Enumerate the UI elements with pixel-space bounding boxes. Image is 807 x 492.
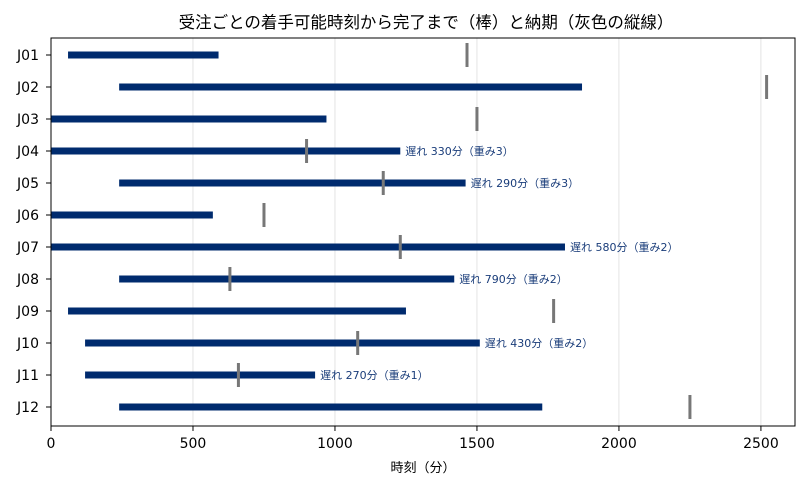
- late-annotation: 遅れ 790分（重み2）: [459, 272, 568, 286]
- y-tick-label: J06: [16, 208, 39, 224]
- x-tick-label: 2500: [743, 436, 779, 452]
- y-tick-label: J02: [16, 80, 39, 96]
- y-tick-label: J05: [16, 176, 39, 192]
- job-bar: [119, 83, 583, 91]
- due-lines-layer: [228, 43, 769, 419]
- job-bar: [119, 403, 543, 411]
- y-tick-label: J03: [16, 112, 39, 128]
- y-tick-label: J07: [16, 240, 39, 256]
- late-annotation: 遅れ 330分（重み3）: [405, 144, 514, 158]
- x-tick-label: 0: [47, 436, 56, 452]
- x-axis-label: 時刻（分）: [390, 461, 455, 476]
- job-bar: [85, 371, 316, 379]
- x-tick-label: 500: [180, 436, 207, 452]
- y-tick-label: J08: [16, 272, 39, 288]
- job-bar: [51, 115, 327, 123]
- y-tick-label: J04: [16, 144, 39, 160]
- job-bar: [51, 211, 213, 219]
- x-axis: 0 500 1000 1500 2000 2500: [47, 426, 779, 452]
- job-bar: [68, 51, 219, 59]
- late-labels-layer: 遅れ 330分（重み3） 遅れ 290分（重み3） 遅れ 580分（重み2） 遅れ 7…: [320, 144, 678, 382]
- plot-frame: [50, 37, 796, 427]
- job-bar: [51, 147, 401, 155]
- y-axis: J01 J02 J03 J04 J05 J06 J07 J08 J09 J10 J11 J12: [16, 48, 51, 416]
- late-annotation: 遅れ 580分（重み2）: [570, 240, 679, 254]
- late-annotation: 遅れ 290分（重み3）: [471, 176, 580, 190]
- y-tick-label: J09: [16, 304, 39, 320]
- x-tick-label: 1500: [459, 436, 495, 452]
- y-tick-label: J01: [16, 48, 39, 64]
- job-bar: [119, 179, 466, 187]
- job-bar: [85, 339, 480, 347]
- chart-title: 受注ごとの着手可能時刻から完了まで（棒）と納期（灰色の縦線）: [179, 13, 674, 32]
- x-tick-label: 1000: [317, 436, 353, 452]
- job-bar: [68, 307, 406, 315]
- grid-layer: [50, 38, 762, 426]
- bars-layer: [51, 51, 583, 411]
- y-tick-label: J12: [16, 400, 39, 416]
- y-tick-label: J10: [16, 336, 39, 352]
- y-tick-label: J11: [16, 368, 39, 384]
- job-bar: [119, 275, 455, 283]
- late-annotation: 遅れ 270分（重み1）: [320, 368, 429, 382]
- late-annotation: 遅れ 430分（重み2）: [485, 336, 594, 350]
- job-bar: [51, 243, 565, 251]
- x-tick-label: 2000: [601, 436, 637, 452]
